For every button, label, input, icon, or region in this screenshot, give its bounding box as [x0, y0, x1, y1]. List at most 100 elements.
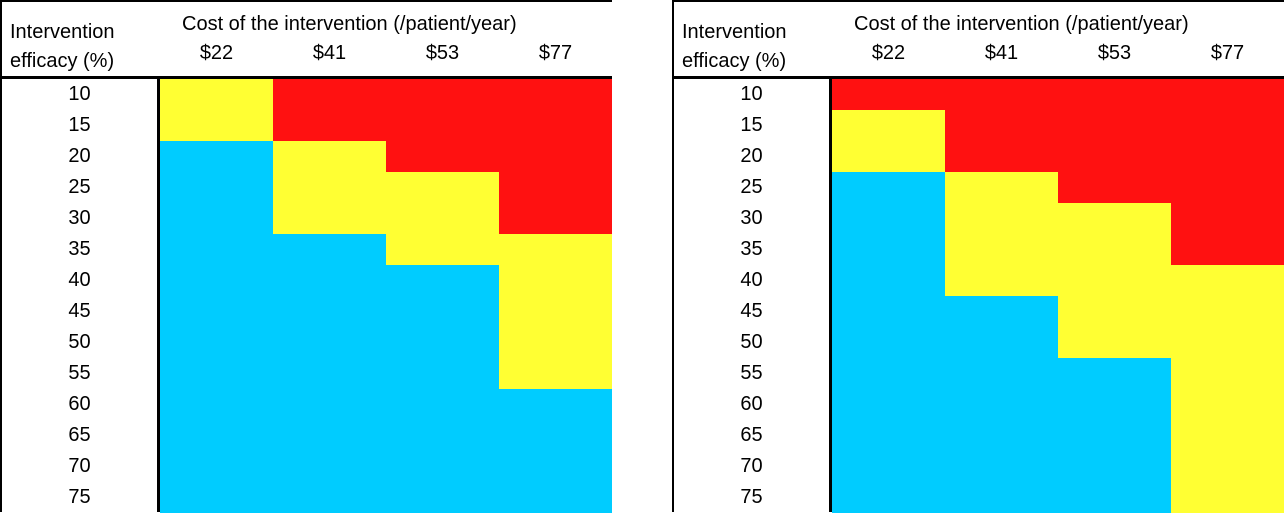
heatmap-cell — [1058, 79, 1171, 110]
heatmap-cell — [160, 420, 273, 451]
heatmap-cell — [832, 389, 945, 420]
heatmap-cell — [1171, 296, 1284, 327]
heatmap-cell — [386, 327, 499, 358]
efficacy-label: 15 — [68, 114, 91, 136]
heatmap-cell — [945, 234, 1058, 265]
cost-tick-label: $53 — [1097, 42, 1132, 64]
heatmap-cell — [386, 420, 499, 451]
heatmap-cell — [945, 420, 1058, 451]
heatmap-cell — [499, 265, 612, 296]
heatmap-cell — [945, 110, 1058, 141]
heatmap-cell — [273, 358, 386, 389]
heatmap-cell — [1171, 420, 1284, 451]
cost-tick-label: $41 — [312, 42, 347, 64]
efficacy-label: 15 — [740, 114, 763, 136]
heatmap-cell — [832, 172, 945, 203]
heatmap-cell — [945, 203, 1058, 234]
row-label-divider — [829, 78, 832, 512]
heatmap-cell — [273, 389, 386, 420]
heatmap-panel-right: Intervention efficacy (%) Cost of the in… — [672, 0, 1284, 513]
heatmap-cell — [499, 234, 612, 265]
row-header-line1: Intervention — [682, 21, 787, 43]
heatmap-cell — [273, 296, 386, 327]
heatmap-cell — [832, 296, 945, 327]
efficacy-label: 25 — [68, 176, 91, 198]
heatmap-cell — [832, 265, 945, 296]
heatmap-cell — [1058, 234, 1171, 265]
heatmap-cell — [273, 141, 386, 172]
heatmap-cell — [273, 203, 386, 234]
heatmap-cell — [273, 451, 386, 482]
heatmap-cell — [1058, 172, 1171, 203]
heatmap-cell — [499, 296, 612, 327]
efficacy-label: 65 — [740, 424, 763, 446]
heatmap-cell — [499, 420, 612, 451]
heatmap-cell — [1171, 265, 1284, 296]
heatmap-cell — [160, 79, 273, 110]
heatmap-cell — [832, 327, 945, 358]
heatmap-panel-left: Intervention efficacy (%) Cost of the in… — [0, 0, 612, 513]
heatmap-cell — [273, 79, 386, 110]
efficacy-label: 75 — [740, 486, 763, 508]
heatmap-cell — [1058, 389, 1171, 420]
cost-tick-label: $22 — [871, 42, 906, 64]
heatmap-cell — [832, 203, 945, 234]
heatmap-cell — [499, 482, 612, 513]
header-divider — [0, 76, 612, 79]
heatmap-cell — [1058, 296, 1171, 327]
heatmap-cell — [1171, 172, 1284, 203]
efficacy-label: 60 — [68, 393, 91, 415]
heatmap-cell — [832, 358, 945, 389]
heatmap-cell — [386, 389, 499, 420]
heatmap-cell — [945, 327, 1058, 358]
panel-frame — [672, 0, 1284, 512]
heatmap-cell — [945, 265, 1058, 296]
heatmap-cell — [160, 296, 273, 327]
heatmap-cell — [1058, 327, 1171, 358]
heatmap-cell — [1058, 358, 1171, 389]
heatmap-cell — [1171, 79, 1284, 110]
row-label-divider — [157, 78, 160, 512]
cost-tick-label: $22 — [199, 42, 234, 64]
efficacy-label: 60 — [740, 393, 763, 415]
efficacy-label: 30 — [68, 207, 91, 229]
efficacy-label: 10 — [740, 83, 763, 105]
panel-frame — [0, 0, 612, 512]
heatmap-cells — [160, 79, 612, 513]
heatmap-cells — [832, 79, 1284, 513]
efficacy-label: 75 — [68, 486, 91, 508]
heatmap-cell — [273, 172, 386, 203]
heatmap-cell — [499, 203, 612, 234]
efficacy-label: 55 — [740, 362, 763, 384]
efficacy-label: 70 — [68, 455, 91, 477]
heatmap-cell — [160, 110, 273, 141]
heatmap-cell — [1058, 451, 1171, 482]
heatmap-cell — [386, 110, 499, 141]
heatmap-cell — [832, 451, 945, 482]
heatmap-cell — [945, 141, 1058, 172]
heatmap-cell — [160, 389, 273, 420]
row-header-line1: Intervention — [10, 21, 115, 43]
efficacy-label: 45 — [68, 300, 91, 322]
efficacy-label: 45 — [740, 300, 763, 322]
heatmap-cell — [499, 389, 612, 420]
row-header-line2: efficacy (%) — [10, 50, 115, 72]
heatmap-cell — [160, 482, 273, 513]
efficacy-label: 35 — [740, 238, 763, 260]
heatmap-cell — [1171, 482, 1284, 513]
heatmap-cell — [1058, 482, 1171, 513]
heatmap-cell — [386, 296, 499, 327]
heatmap-cell — [1171, 389, 1284, 420]
heatmap-cell — [273, 234, 386, 265]
efficacy-label: 40 — [68, 269, 91, 291]
heatmap-cell — [832, 79, 945, 110]
heatmap-cell — [499, 110, 612, 141]
efficacy-label: 55 — [68, 362, 91, 384]
heatmap-cell — [832, 110, 945, 141]
heatmap-cell — [945, 79, 1058, 110]
efficacy-label: 70 — [740, 455, 763, 477]
heatmap-cell — [1058, 265, 1171, 296]
heatmap-cell — [273, 265, 386, 296]
heatmap-cell — [499, 358, 612, 389]
heatmap-cell — [386, 451, 499, 482]
